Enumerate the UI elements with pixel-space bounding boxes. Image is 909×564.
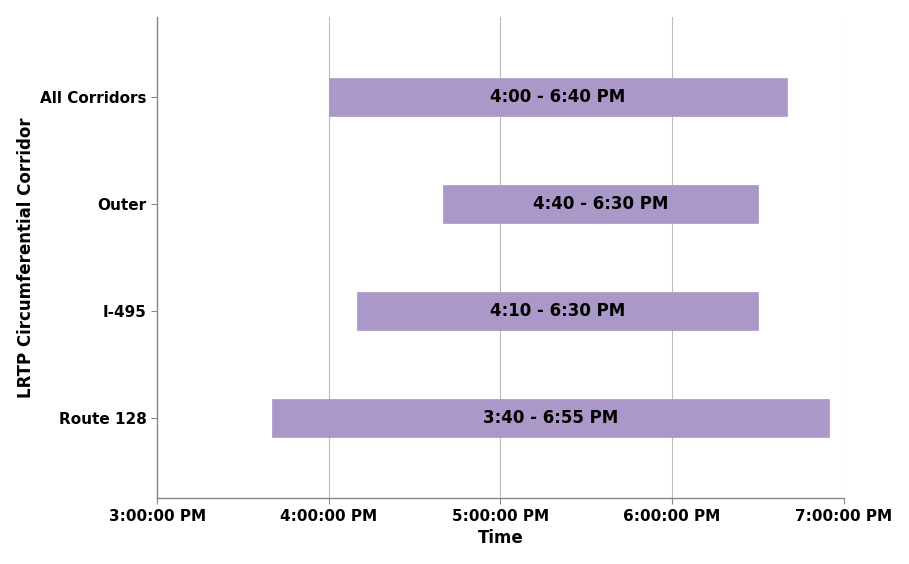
Y-axis label: LRTP Circumferential Corridor: LRTP Circumferential Corridor [16,117,35,398]
Text: 4:10 - 6:30 PM: 4:10 - 6:30 PM [490,302,625,320]
FancyBboxPatch shape [444,185,758,223]
FancyBboxPatch shape [357,292,758,330]
Text: 4:40 - 6:30 PM: 4:40 - 6:30 PM [533,195,668,213]
FancyBboxPatch shape [329,78,786,116]
X-axis label: Time: Time [477,530,524,547]
Text: 3:40 - 6:55 PM: 3:40 - 6:55 PM [483,409,618,427]
Text: 4:00 - 6:40 PM: 4:00 - 6:40 PM [490,88,625,106]
FancyBboxPatch shape [272,399,830,437]
